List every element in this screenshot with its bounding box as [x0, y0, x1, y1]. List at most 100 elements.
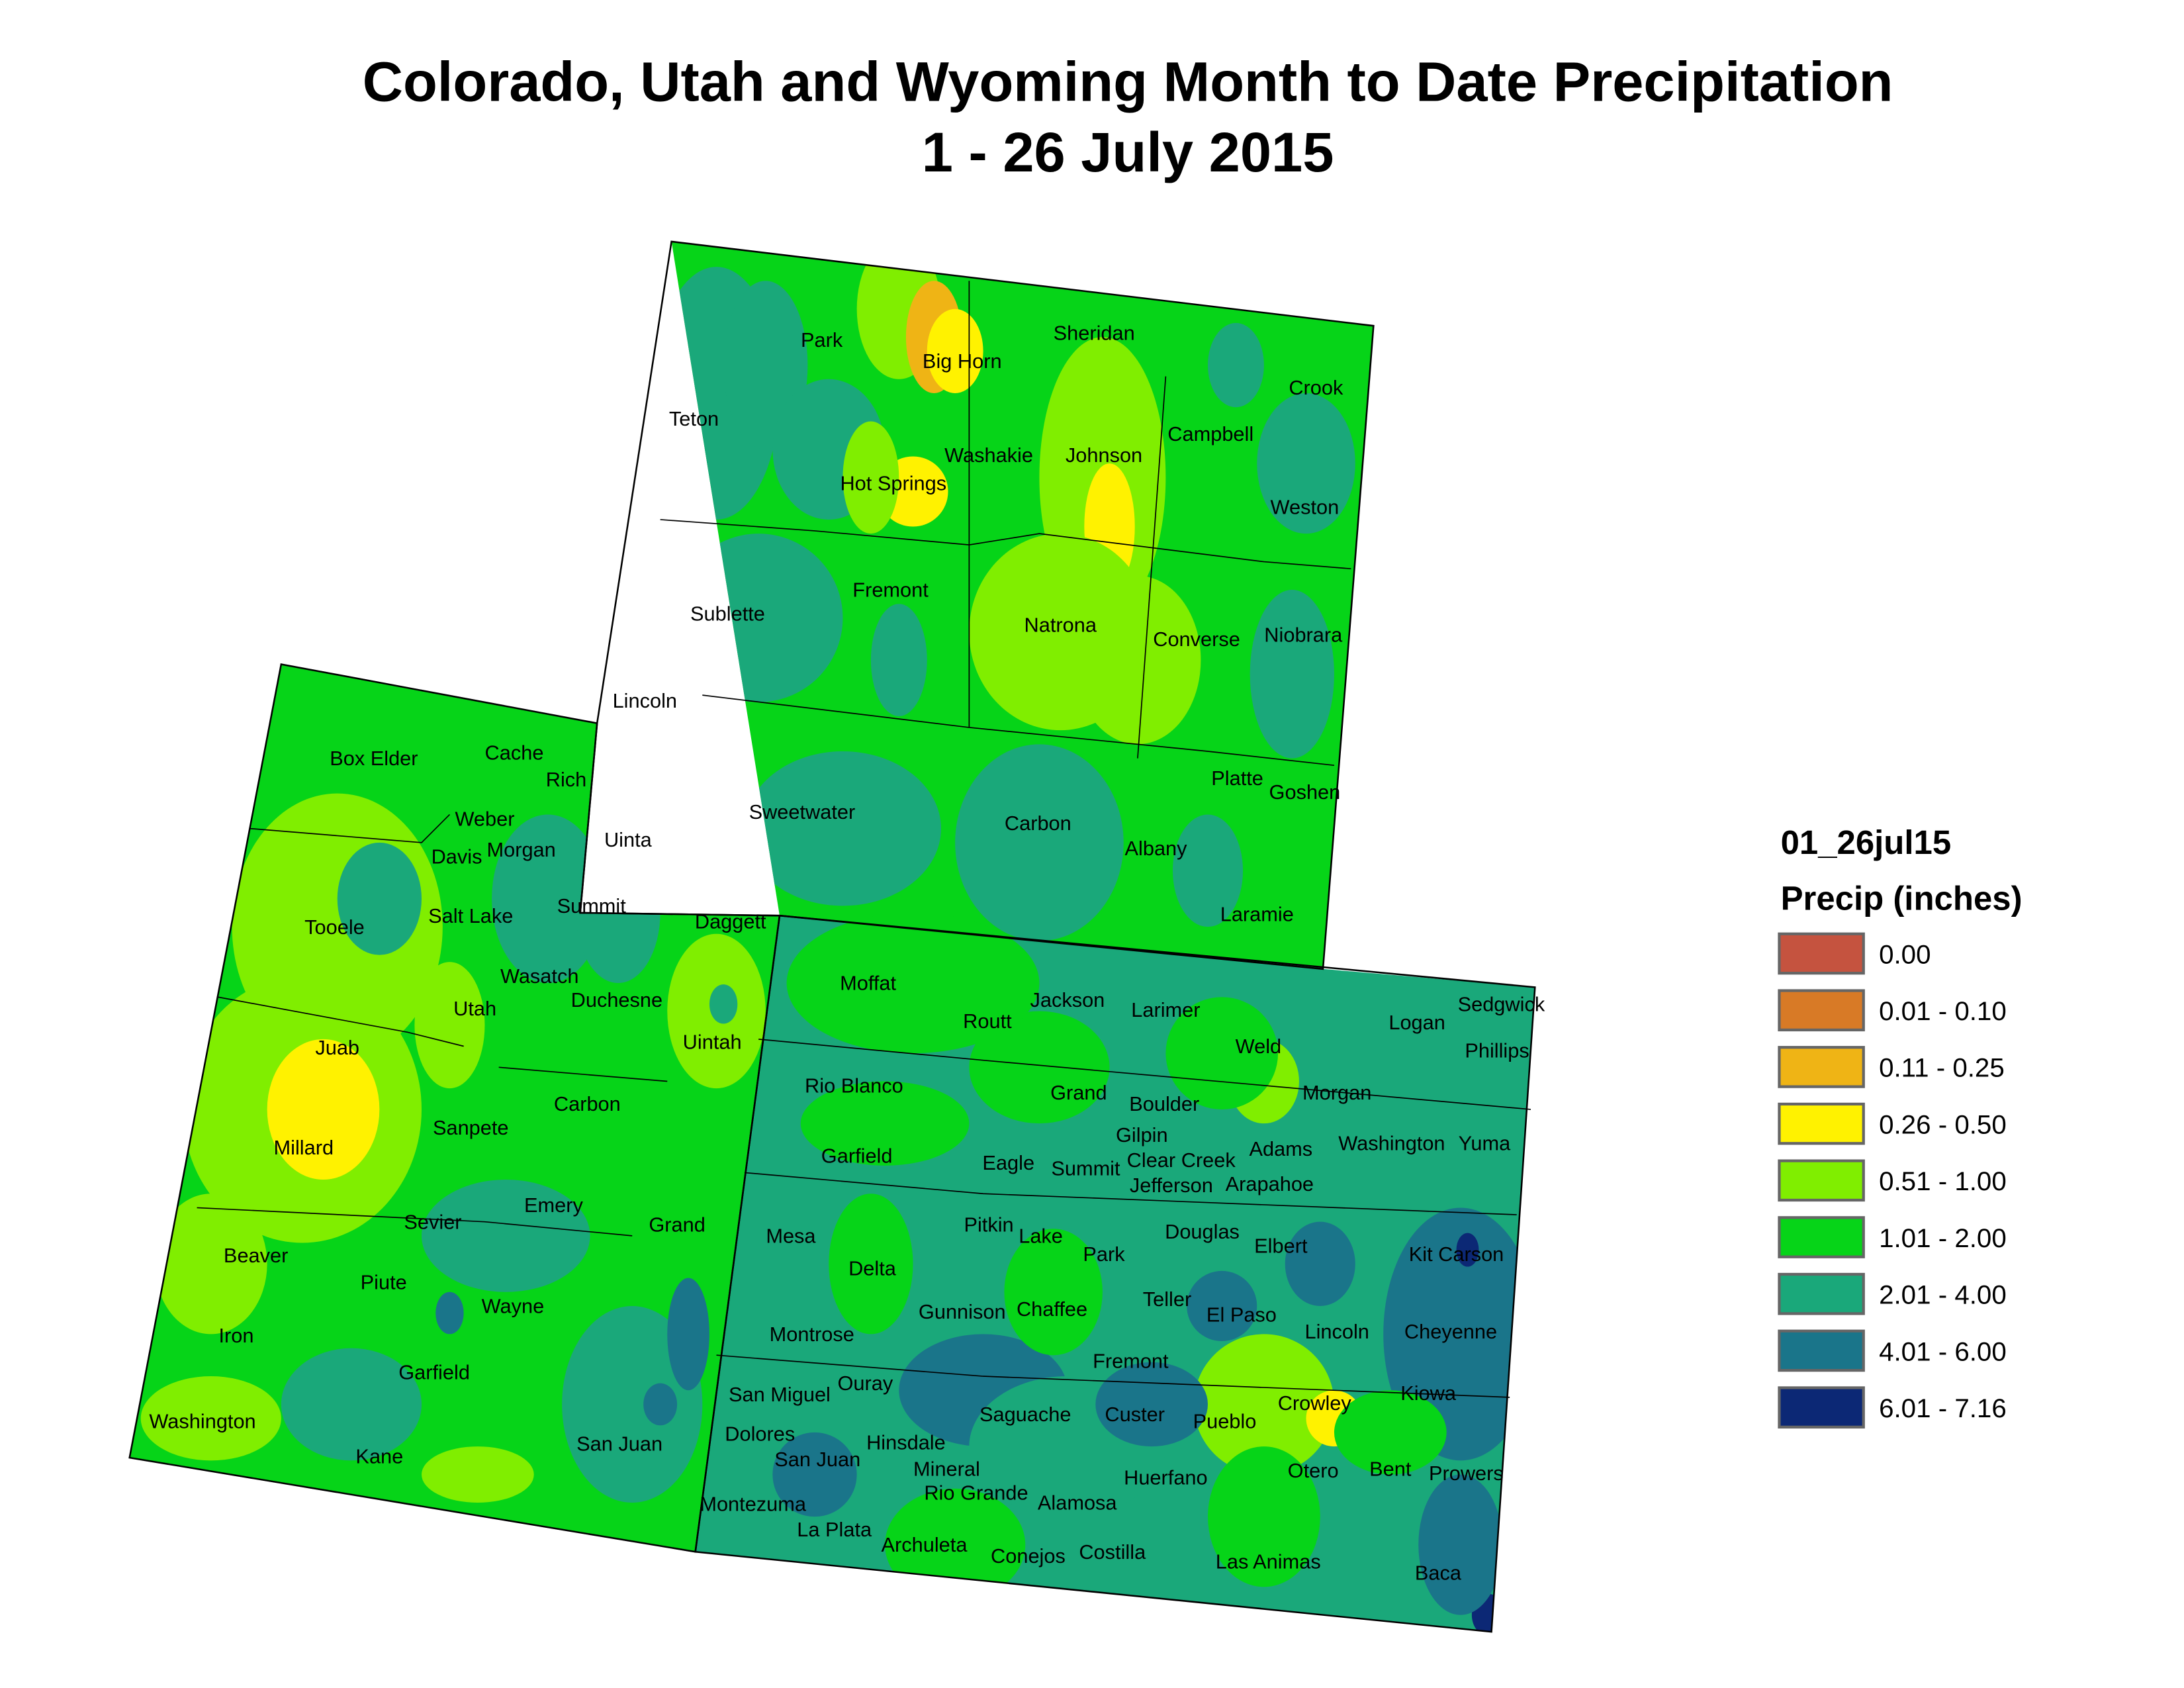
county-line — [197, 1207, 633, 1237]
county-label-utah: Kane — [355, 1445, 403, 1468]
county-label-colorado: Kit Carson — [1409, 1243, 1504, 1266]
county-line — [498, 1066, 668, 1082]
map-title-line-1: Colorado, Utah and Wyoming Month to Date… — [363, 50, 1893, 113]
state-borders — [128, 240, 1536, 1633]
legend-swatch — [1778, 1102, 1865, 1145]
county-label-utah: Daggett — [695, 910, 766, 933]
legend-swatch — [1778, 1329, 1865, 1372]
county-label-utah: Uintah — [683, 1031, 742, 1054]
county-label-utah: Utah — [453, 997, 496, 1020]
county-label-colorado: Costilla — [1079, 1540, 1146, 1564]
county-label-utah: Morgan — [486, 838, 555, 861]
precip-area — [786, 912, 1040, 1054]
county-label-colorado: Summit — [1051, 1157, 1120, 1180]
county-label-colorado: Rio Grande — [924, 1481, 1028, 1505]
legend-swatch — [1778, 989, 1865, 1032]
county-line — [1137, 376, 1167, 759]
precip-area — [709, 984, 738, 1024]
county-label-colorado: Park — [1083, 1243, 1125, 1266]
county-label-colorado: Custer — [1105, 1403, 1165, 1426]
county-label-colorado: Weld — [1236, 1035, 1282, 1058]
county-label-utah: Wayne — [482, 1295, 545, 1318]
county-label-wyoming: Weston — [1271, 495, 1340, 518]
county-label-colorado: San Juan — [774, 1448, 860, 1471]
county-label-colorado: Rio Blanco — [805, 1074, 903, 1097]
county-label-utah: Washington — [149, 1410, 255, 1433]
precip-area — [969, 1011, 1110, 1124]
legend-dataset: 01_26jul15 — [1781, 823, 1952, 861]
county-label-utah: Sevier — [404, 1210, 461, 1233]
county-label-utah: Juab — [315, 1036, 359, 1059]
county-label-colorado: Mesa — [766, 1224, 816, 1247]
legend-swatch — [1778, 932, 1865, 975]
county-label-colorado: Las Animas — [1216, 1550, 1321, 1573]
legend-swatch — [1778, 1386, 1865, 1429]
county-line — [250, 814, 451, 843]
precip-area — [562, 1305, 703, 1503]
county-label-colorado: Pitkin — [964, 1213, 1013, 1237]
county-label-colorado: Hinsdale — [866, 1430, 946, 1454]
county-label-utah: Iron — [218, 1324, 253, 1347]
county-label-utah: San Juan — [576, 1432, 662, 1455]
county-label-colorado: Chaffee — [1017, 1297, 1087, 1321]
county-line — [660, 519, 1351, 570]
precip-area — [1257, 393, 1355, 534]
precip-area — [1172, 814, 1244, 927]
precip-area — [267, 1039, 380, 1180]
county-label-colorado: Teller — [1143, 1288, 1191, 1311]
legend-label: 0.00 — [1879, 939, 1931, 969]
precip-area — [955, 744, 1124, 941]
county-label-colorado: Sedgwick — [1458, 992, 1545, 1015]
legend-swatch — [1778, 1216, 1865, 1258]
county-label-colorado: Morgan — [1302, 1081, 1371, 1104]
county-label-colorado: San Miguel — [729, 1383, 831, 1406]
precip-area — [1334, 1390, 1447, 1475]
county-label-colorado: Douglas — [1165, 1220, 1240, 1243]
precip-area — [422, 1180, 590, 1292]
precip-area — [842, 421, 899, 534]
county-label-wyoming: Natrona — [1024, 614, 1097, 637]
legend-label: 6.01 - 7.16 — [1879, 1393, 2007, 1423]
precip-area — [885, 1488, 1026, 1601]
county-label-colorado: Jefferson — [1130, 1174, 1213, 1197]
county-label-wyoming: Converse — [1153, 628, 1240, 651]
county-label-utah: Davis — [432, 845, 482, 868]
county-label-wyoming: Lincoln — [613, 689, 677, 712]
county-label-utah: Garfield — [398, 1360, 470, 1383]
county-label-colorado: Yuma — [1459, 1131, 1512, 1154]
county-label-wyoming: Niobrara — [1264, 624, 1343, 647]
county-label-colorado: Otero — [1288, 1459, 1339, 1482]
county-label-utah: Rich — [546, 768, 587, 791]
county-line — [716, 1354, 1510, 1398]
county-label-colorado: Kiowa — [1400, 1382, 1457, 1405]
county-label-colorado: Alamosa — [1038, 1491, 1118, 1515]
county-line — [218, 996, 464, 1047]
county-label-utah: Piute — [361, 1271, 407, 1294]
county-label-colorado: Mineral — [913, 1458, 980, 1481]
county-label-colorado: Phillips — [1465, 1039, 1529, 1062]
precip-area — [492, 814, 604, 984]
county-label-colorado: Washington — [1338, 1131, 1445, 1154]
precip-area — [1165, 997, 1279, 1109]
legend-label: 0.51 - 1.00 — [1879, 1166, 2007, 1196]
county-label-wyoming: Hot Springs — [840, 471, 946, 494]
county-label-colorado: Gilpin — [1116, 1123, 1168, 1147]
legend-label: 1.01 - 2.00 — [1879, 1223, 2007, 1253]
county-label-colorado: La Plata — [797, 1518, 872, 1541]
precip-area — [414, 962, 485, 1089]
county-label-wyoming: Fremont — [852, 579, 929, 602]
legend: 01_26jul15 Precip (inches) 0.00 0.01 - 0.… — [1778, 823, 2023, 1429]
county-label-wyoming: Big Horn — [923, 350, 1002, 373]
legend-label: 2.01 - 4.00 — [1879, 1280, 2007, 1310]
county-label-wyoming: Platte — [1211, 767, 1263, 790]
county-label-utah: Sanpete — [433, 1116, 509, 1139]
county-label-colorado: Montrose — [770, 1323, 854, 1346]
precip-area — [1208, 1446, 1320, 1587]
county-label-colorado: Crowley — [1278, 1391, 1352, 1415]
county-label-wyoming: Sweetwater — [749, 800, 856, 823]
county-label-colorado: Eagle — [982, 1151, 1034, 1174]
precip-area — [422, 1446, 534, 1503]
county-label-utah: Millard — [274, 1136, 334, 1159]
county-label-colorado: Prowers — [1429, 1462, 1504, 1485]
legend-swatch — [1778, 1272, 1865, 1315]
